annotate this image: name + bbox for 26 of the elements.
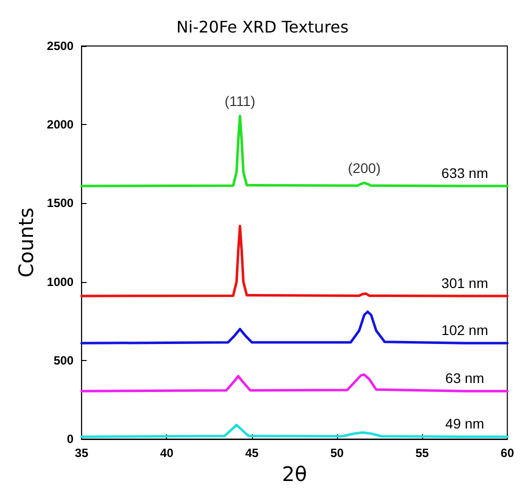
x-tick-label: 35	[74, 446, 89, 460]
y-tick-label: 2000	[46, 118, 74, 132]
y-tick-label: 500	[54, 353, 74, 368]
y-axis-title: Counts	[14, 208, 38, 278]
series-label: 301 nm	[441, 275, 488, 292]
line-series	[80, 114, 509, 188]
x-tick-label: 40	[160, 446, 174, 460]
line-series	[80, 310, 509, 344]
series-label: 63 nm	[445, 370, 484, 386]
annotation: (200)	[348, 160, 381, 176]
series-label: 49 nm	[445, 416, 484, 432]
x-tick-label: 60	[500, 446, 514, 460]
series-label: 102 nm	[441, 322, 488, 338]
x-tick-label: 50	[330, 446, 344, 460]
y-tick-label: 2500	[46, 39, 74, 53]
x-axis-title: 2θ	[282, 462, 307, 486]
y-tick-label: 1500	[46, 196, 74, 210]
x-tick-label: 55	[416, 446, 430, 460]
x-tick-label: 45	[245, 446, 259, 460]
y-tick-label: 1000	[46, 274, 74, 289]
chart-title: Ni-20Fe XRD Textures	[176, 18, 349, 36]
series-label: 633 nm	[441, 164, 488, 181]
y-tick-label: 0	[66, 432, 74, 446]
annotation: (111)	[224, 92, 256, 109]
line-series	[80, 224, 509, 298]
line-series	[80, 373, 509, 392]
